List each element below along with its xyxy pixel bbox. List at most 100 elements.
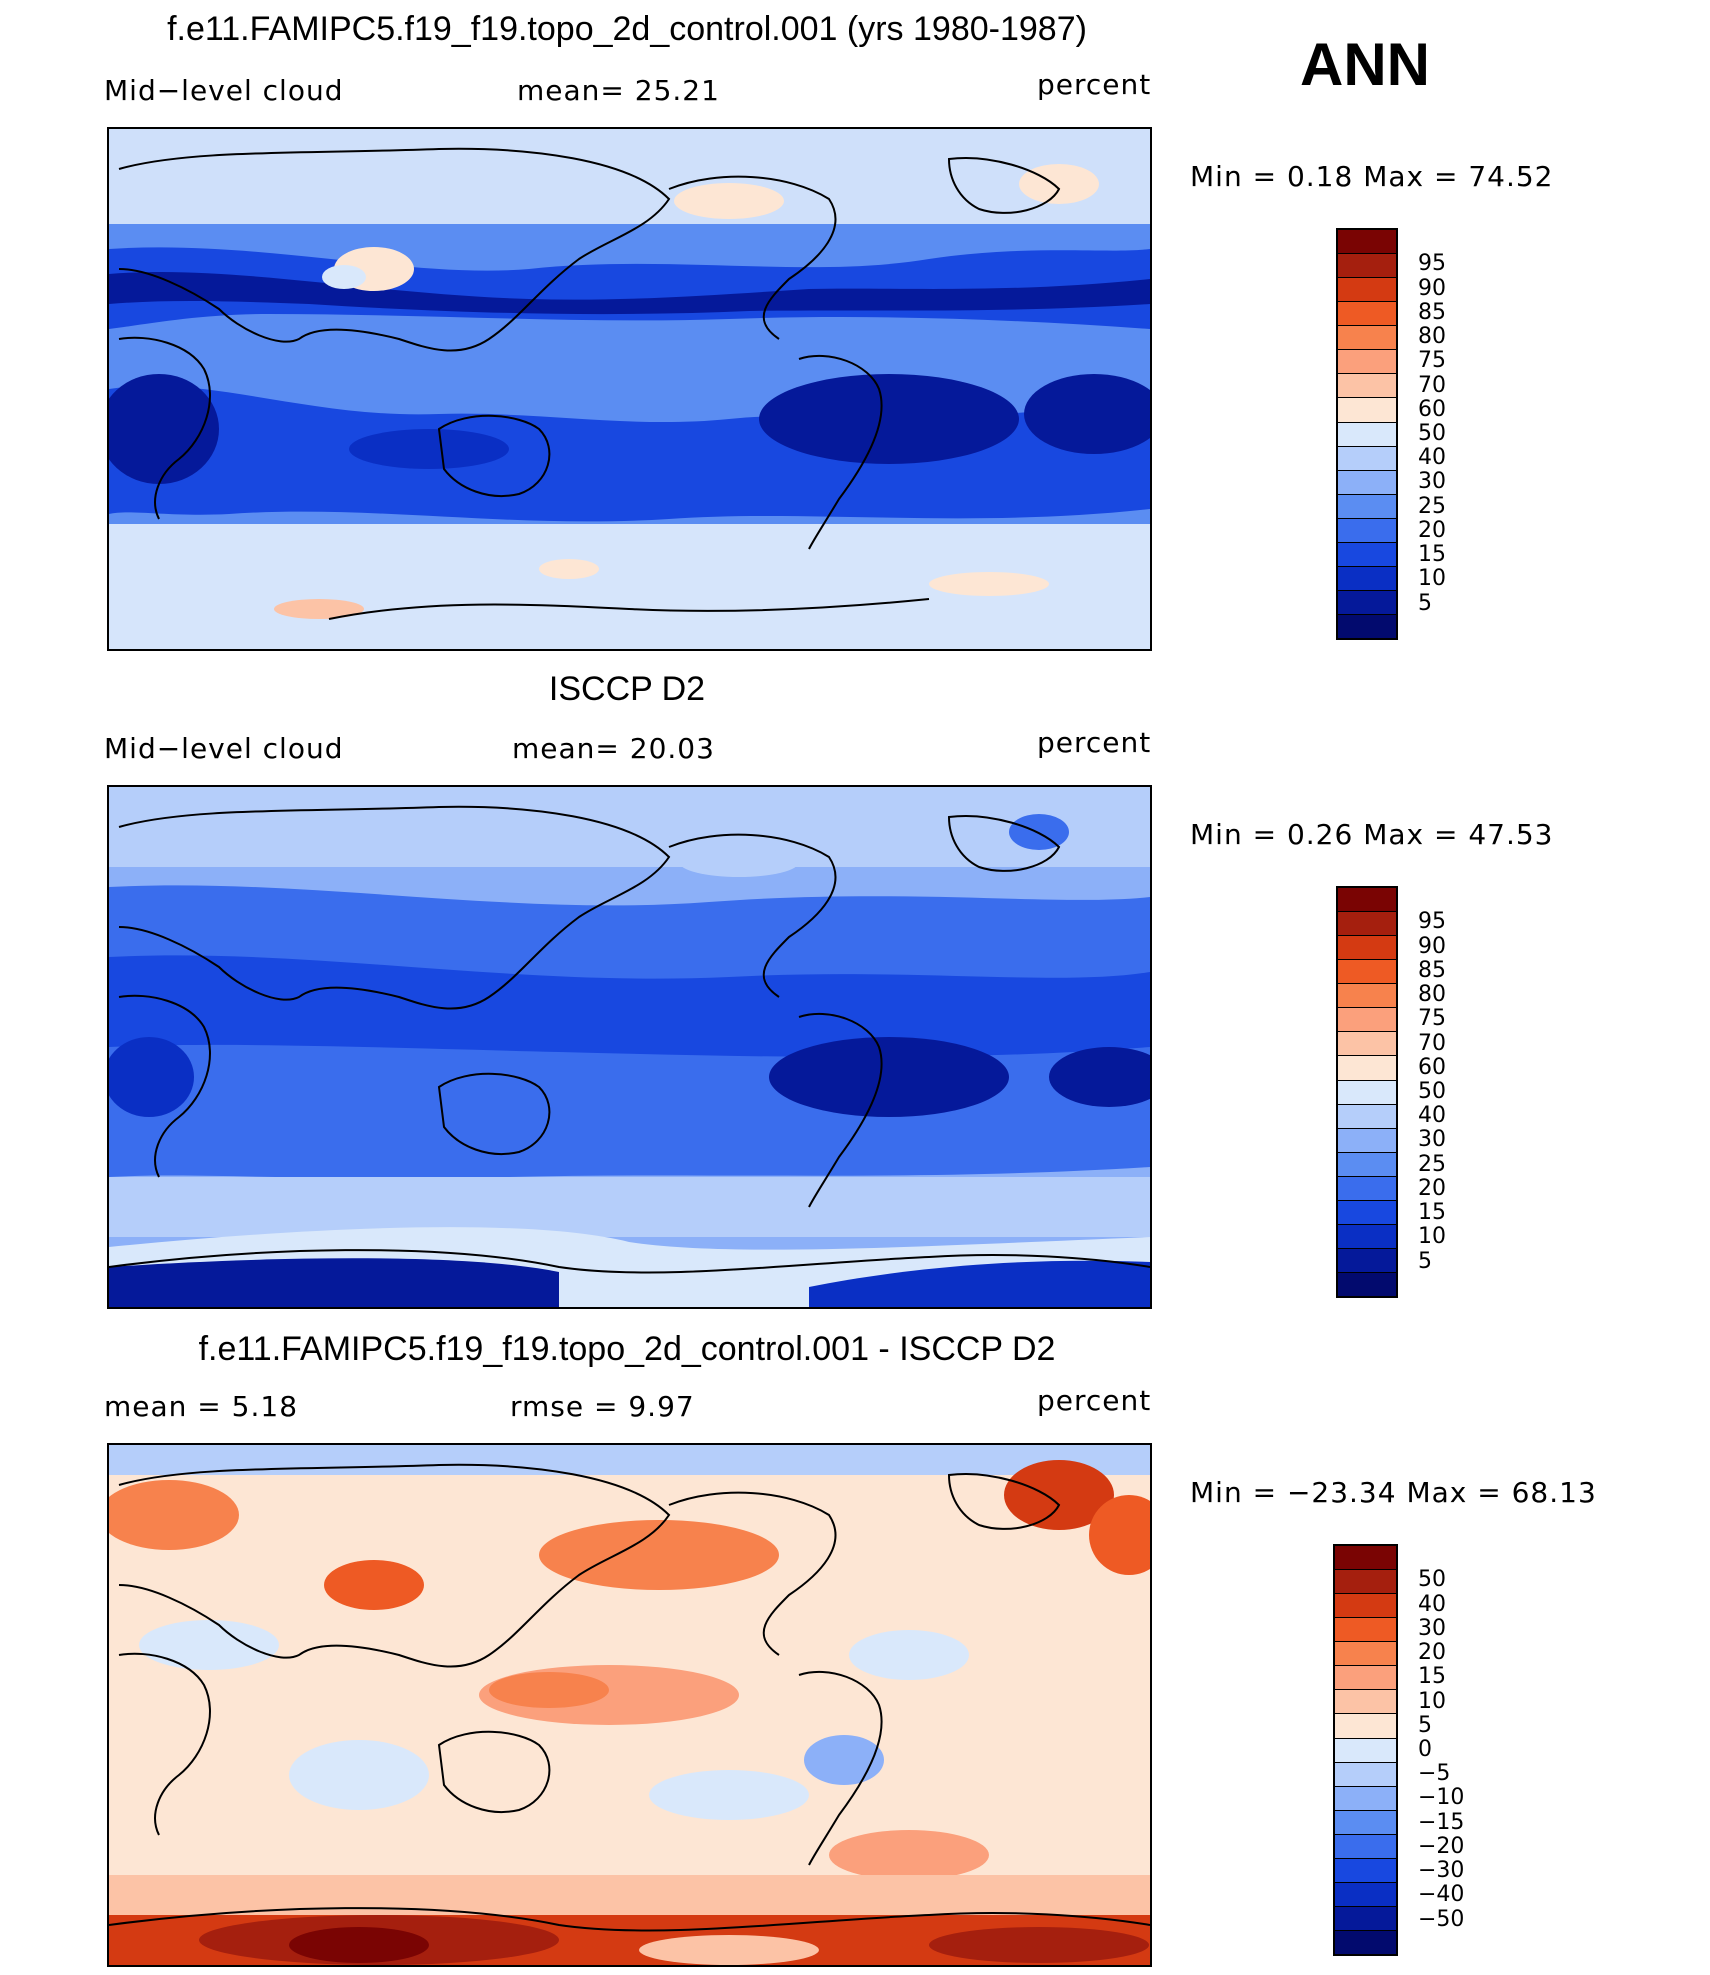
panel-2-colorbar [1336,886,1398,1298]
colorbar-segment [1338,494,1396,519]
colorbar-tick-label: 90 [1418,275,1446,301]
panel-3-map [107,1443,1152,1967]
colorbar-segment [1335,1762,1396,1787]
colorbar-tick-label: 25 [1418,1151,1446,1177]
colorbar-tick-label: 85 [1418,957,1446,983]
colorbar-segment [1338,615,1396,639]
colorbar-segment [1338,518,1396,543]
colorbar-tick-label: 30 [1418,1127,1446,1153]
colorbar-tick-label: −40 [1418,1882,1465,1908]
colorbar-segment [1338,1273,1396,1297]
colorbar-tick-label: 10 [1418,566,1446,592]
colorbar-segment [1335,1594,1396,1619]
colorbar-tick-label: 40 [1418,1591,1446,1617]
panel-2-mean-label: mean= 20.03 [512,732,715,765]
colorbar-segment [1338,1176,1396,1201]
colorbar-tick-label: 40 [1418,445,1446,471]
colorbar-segment [1335,1666,1396,1691]
panel-1-title: f.e11.FAMIPC5.f19_f19.topo_2d_control.00… [167,10,1087,48]
colorbar-segment [1338,984,1396,1009]
colorbar-segment [1335,1570,1396,1595]
colorbar-tick-label: 60 [1418,1054,1446,1080]
colorbar-segment [1338,398,1396,423]
colorbar-tick-label: 15 [1418,1664,1446,1690]
colorbar-tick-label: 5 [1418,1712,1432,1738]
colorbar-tick-label: 70 [1418,1030,1446,1056]
colorbar-tick-label: 95 [1418,251,1446,277]
colorbar-tick-label: 5 [1418,1248,1432,1274]
colorbar-tick-label: 60 [1418,396,1446,422]
colorbar-segment [1338,888,1396,913]
colorbar-tick-label: 95 [1418,909,1446,935]
colorbar-tick-label: 10 [1418,1688,1446,1714]
panel-2-minmax-label: Min = 0.26 Max = 47.53 [1190,818,1554,851]
panel-3-rmse-label: rmse = 9.97 [510,1390,695,1423]
colorbar-tick-label: 20 [1418,1175,1446,1201]
colorbar-segment [1338,446,1396,471]
colorbar-segment [1335,1810,1396,1835]
colorbar-segment [1338,1200,1396,1225]
colorbar-tick-label: 75 [1418,348,1446,374]
panel-2-map [107,785,1152,1309]
colorbar-tick-label: 15 [1418,1200,1446,1226]
colorbar-segment [1335,1738,1396,1763]
colorbar-segment [1338,422,1396,447]
season-label: ANN [1300,31,1430,98]
colorbar-tick-label: 90 [1418,933,1446,959]
colorbar-segment [1335,1546,1396,1571]
colorbar-segment [1335,1714,1396,1739]
colorbar-segment [1338,1080,1396,1105]
colorbar-segment [1335,1690,1396,1715]
colorbar-segment [1338,542,1396,567]
panel-3-colorbar [1333,1544,1398,1956]
panel-3-minmax-label: Min = −23.34 Max = 68.13 [1190,1476,1597,1509]
colorbar-tick-label: 40 [1418,1103,1446,1129]
panel-2-title: ISCCP D2 [548,670,706,708]
colorbar-tick-label: 50 [1418,421,1446,446]
colorbar-segment [1335,1931,1396,1955]
colorbar-tick-label: −20 [1418,1833,1465,1859]
panel-3-title: f.e11.FAMIPC5.f19_f19.topo_2d_control.00… [198,1330,1056,1368]
panel-2-variable-label: Mid−level cloud [104,732,344,765]
colorbar-segment [1335,1642,1396,1667]
colorbar-segment [1338,1008,1396,1033]
colorbar-segment [1338,470,1396,495]
panel-2-units-label: percent [1037,726,1152,759]
colorbar-tick-label: −50 [1418,1906,1465,1932]
colorbar-tick-label: 80 [1418,324,1446,350]
panel-1-minmax-label: Min = 0.18 Max = 74.52 [1190,160,1554,193]
colorbar-tick-label: 80 [1418,982,1446,1008]
colorbar-segment [1338,1104,1396,1129]
colorbar-tick-label: 20 [1418,1640,1446,1666]
colorbar-segment [1338,374,1396,399]
panel-3-units-label: percent [1037,1384,1152,1417]
colorbar-segment [1338,326,1396,351]
colorbar-segment [1338,590,1396,615]
colorbar-tick-label: 75 [1418,1006,1446,1032]
colorbar-segment [1338,960,1396,985]
panel-3-mean-label: mean = 5.18 [104,1390,299,1423]
colorbar-segment [1338,1248,1396,1273]
colorbar-segment [1338,1224,1396,1249]
colorbar-tick-label: 70 [1418,372,1446,398]
colorbar-segment [1335,1858,1396,1883]
colorbar-segment [1338,1152,1396,1177]
colorbar-tick-label: 15 [1418,542,1446,568]
panel-1-mean-label: mean= 25.21 [517,74,720,107]
colorbar-segment [1338,278,1396,303]
colorbar-tick-label: 50 [1418,1567,1446,1593]
panel-1-map [107,127,1152,651]
colorbar-tick-label: 50 [1418,1079,1446,1104]
colorbar-tick-label: 0 [1418,1737,1432,1762]
colorbar-segment [1335,1906,1396,1931]
colorbar-segment [1335,1618,1396,1643]
colorbar-tick-label: 10 [1418,1224,1446,1250]
panel-1-variable-label: Mid−level cloud [104,74,344,107]
colorbar-segment [1335,1882,1396,1907]
panel-1-colorbar [1336,228,1398,640]
colorbar-tick-label: 20 [1418,517,1446,543]
colorbar-tick-label: −30 [1418,1858,1465,1884]
colorbar-tick-label: −10 [1418,1785,1465,1811]
colorbar-tick-label: 25 [1418,493,1446,519]
colorbar-tick-label: 30 [1418,1615,1446,1641]
